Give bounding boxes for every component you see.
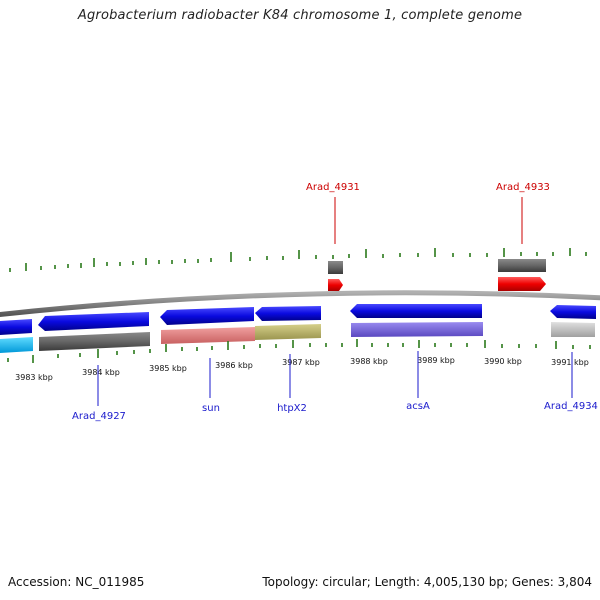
rna-arad-4933[interactable] <box>498 277 546 291</box>
gene-arrow[interactable] <box>0 319 32 335</box>
scale-label: 3983 kbp <box>15 373 53 382</box>
chromosome-backbone <box>0 290 600 317</box>
category-box-htpx2[interactable] <box>255 324 321 340</box>
gene-label-htpx2[interactable]: htpX2 <box>277 403 307 414</box>
gene-label-acsa[interactable]: acsA <box>406 401 430 412</box>
gene-arrow-acsa[interactable] <box>350 304 482 318</box>
gene-arrow-arad-4934[interactable] <box>550 305 596 319</box>
category-box-arad-4934[interactable] <box>551 322 595 337</box>
rna-arad-4931[interactable] <box>328 279 343 291</box>
gene-label-arad-4931[interactable]: Arad_4931 <box>306 182 360 193</box>
cds-arad-4931[interactable] <box>328 261 343 274</box>
category-box-sun[interactable] <box>161 327 255 344</box>
category-box[interactable] <box>0 337 33 353</box>
cds-arad-4933[interactable] <box>498 259 546 272</box>
bottom-label-leaders <box>97 351 573 406</box>
upper-tick-track <box>9 248 587 272</box>
gene-arrow[interactable] <box>255 306 321 321</box>
gene-label-arad-4933[interactable]: Arad_4933 <box>496 182 550 193</box>
category-box[interactable] <box>39 332 150 351</box>
accession-text: Accession: NC_011985 <box>8 575 145 589</box>
blue-gene-track <box>0 304 596 335</box>
scale-label: 3988 kbp <box>350 357 388 366</box>
category-box-acsa[interactable] <box>351 322 483 337</box>
scale-label: 3985 kbp <box>149 364 187 373</box>
scale-label: 3990 kbp <box>484 357 522 366</box>
scale-label: 3984 kbp <box>82 368 120 377</box>
gene-label-sun[interactable]: sun <box>202 403 220 414</box>
gene-arrow[interactable] <box>160 307 254 325</box>
map-title: Agrobacterium radiobacter K84 chromosome… <box>77 8 523 23</box>
lower-tick-track <box>7 339 591 363</box>
topology-text: Topology: circular; Length: 4,005,130 bp… <box>262 575 592 589</box>
scale-label: 3986 kbp <box>215 361 253 370</box>
gene-label-arad-4927[interactable]: Arad_4927 <box>72 411 126 422</box>
gene-arrow[interactable] <box>38 312 149 331</box>
scale-label: 3987 kbp <box>282 358 320 367</box>
gene-label-arad-4934[interactable]: Arad_4934 <box>544 401 598 412</box>
scale-label: 3991 kbp <box>551 358 589 367</box>
category-track <box>0 322 595 353</box>
top-label-leaders <box>334 197 523 244</box>
scale-label: 3989 kbp <box>417 356 455 365</box>
